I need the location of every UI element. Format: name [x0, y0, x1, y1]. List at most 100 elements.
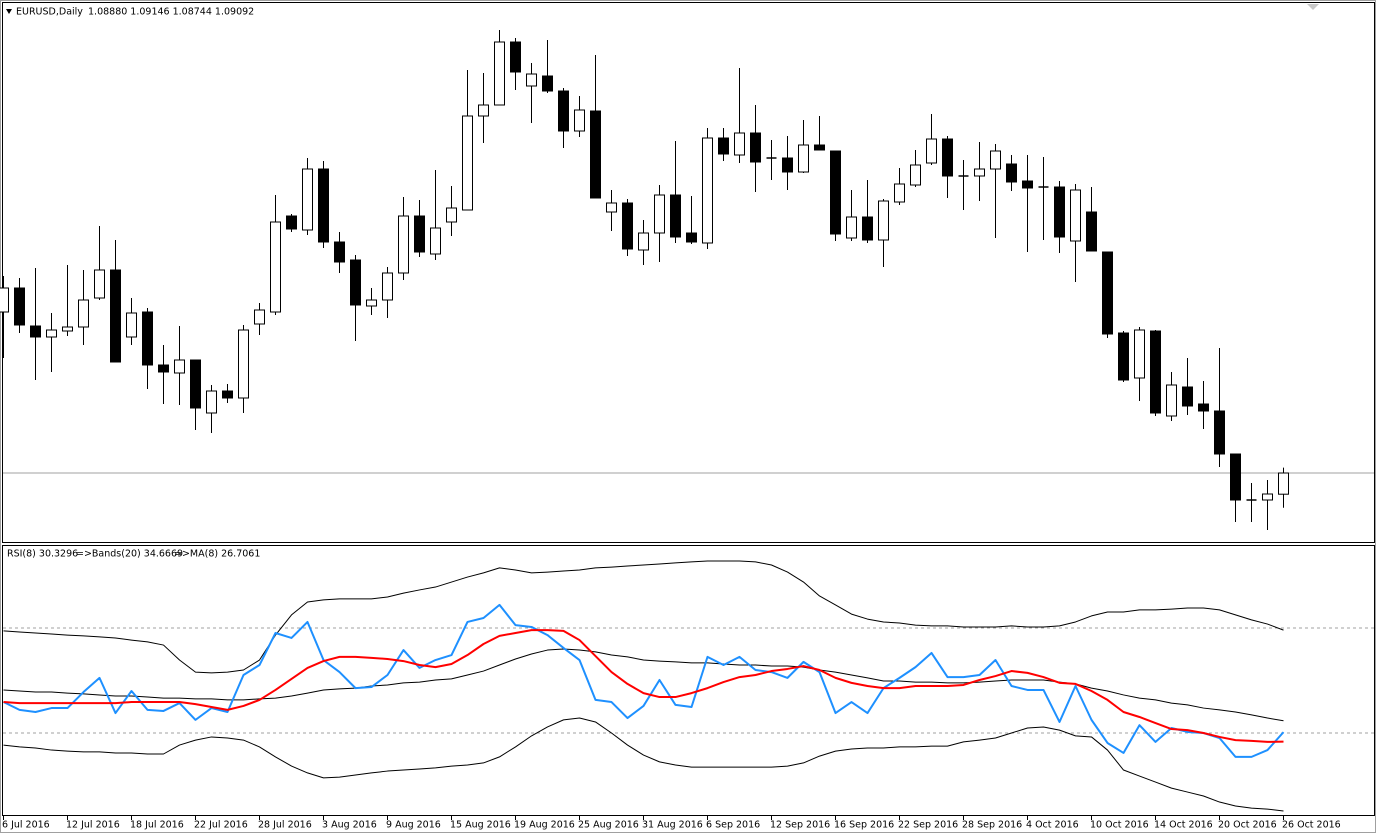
candle-body: [526, 73, 537, 87]
indicator-line: [3, 629, 1284, 743]
x-tick-label: 6 Jul 2016: [2, 820, 50, 831]
candle-body: [574, 109, 585, 132]
candle-body: [1054, 186, 1065, 238]
candle-body: [382, 272, 393, 301]
candle-body: [190, 359, 201, 409]
candle-body: [942, 138, 953, 177]
candle-body: [446, 207, 457, 223]
candle-body: [1182, 386, 1193, 407]
x-tick-label: 9 Aug 2016: [386, 820, 441, 831]
candle-body: [414, 215, 425, 253]
candle-body: [846, 216, 857, 239]
candle-body: [46, 329, 57, 338]
indicator-line: [3, 717, 1284, 812]
x-tick-label: 6 Sep 2016: [706, 820, 760, 831]
candle-body: [1198, 403, 1209, 412]
x-tick-label: 28 Sep 2016: [962, 820, 1022, 831]
shift-marker: [1307, 4, 1319, 10]
candle-body: [894, 183, 905, 203]
menu-arrow: [6, 9, 12, 14]
candle-body: [1230, 453, 1241, 501]
x-tick-label: 15 Aug 2016: [450, 820, 511, 831]
x-tick-label: 3 Aug 2016: [322, 820, 377, 831]
main-panel: [2, 2, 1375, 543]
candle-body: [462, 115, 473, 211]
candle-body: [542, 75, 553, 92]
candle-body: [0, 287, 9, 313]
candle-body: [30, 325, 41, 338]
candle-body: [702, 137, 713, 244]
candle-body: [318, 168, 329, 243]
x-tick-label: 28 Jul 2016: [258, 820, 312, 831]
x-tick-label: 20 Oct 2016: [1218, 820, 1277, 831]
x-tick-label: 14 Oct 2016: [1154, 820, 1213, 831]
candle-body: [1022, 180, 1033, 189]
candle-body: [910, 164, 921, 186]
indicator-panel: [2, 545, 1375, 816]
symbol-title: EURUSD,Daily: [16, 7, 83, 18]
candle-body: [686, 232, 697, 243]
candle-body: [1134, 329, 1145, 379]
candle-body: [974, 168, 985, 177]
candle-body: [622, 202, 633, 250]
candle-body: [1166, 384, 1177, 417]
x-tick-label: 22 Jul 2016: [194, 820, 248, 831]
candle-body: [1118, 332, 1129, 381]
candle-body: [78, 299, 89, 328]
x-tick-label: 18 Jul 2016: [130, 820, 184, 831]
x-tick-label: 31 Aug 2016: [642, 820, 703, 831]
indicator-label: RSI(8) 30.3296: [7, 549, 78, 560]
candle-body: [510, 41, 521, 73]
candle-body: [558, 90, 569, 132]
candle-body: [158, 364, 169, 373]
x-tick-label: 16 Sep 2016: [834, 820, 894, 831]
candle-body: [750, 132, 761, 163]
candle-body: [254, 309, 265, 325]
candle-body: [14, 287, 25, 326]
x-tick-label: 12 Jul 2016: [66, 820, 120, 831]
candle-body: [430, 227, 441, 255]
candle-body: [174, 359, 185, 374]
candle-body: [478, 104, 489, 117]
candle-body: [270, 221, 281, 313]
candle-body: [590, 110, 601, 199]
indicator-label: =>Bands(20) 34.6669: [76, 549, 183, 560]
candle-body: [1102, 251, 1113, 335]
candle-body: [1150, 330, 1161, 414]
candle-body: [350, 259, 361, 306]
candle-body: [366, 299, 377, 307]
candle-body: [606, 202, 617, 213]
candle-body: [718, 137, 729, 155]
candle-body: [1262, 493, 1273, 501]
candle-body: [302, 168, 313, 231]
candle-body: [1278, 472, 1289, 495]
candle-body: [206, 390, 217, 414]
candle-body: [398, 215, 409, 274]
candle-body: [782, 157, 793, 173]
candle-body: [1006, 163, 1017, 183]
x-tick-label: 4 Oct 2016: [1026, 820, 1079, 831]
indicator-line: [3, 603, 1285, 758]
candle-body: [1070, 189, 1081, 242]
candle-body: [734, 132, 745, 156]
indicator-label: =>MA(8) 26.7061: [174, 549, 260, 560]
candle-body: [654, 194, 665, 234]
candle-body: [62, 326, 73, 332]
candle-body: [926, 138, 937, 164]
candle-body: [222, 390, 233, 399]
x-tick-label: 19 Aug 2016: [514, 820, 575, 831]
x-tick-label: 25 Aug 2016: [578, 820, 639, 831]
candle-body: [638, 232, 649, 251]
candle-body: [798, 144, 809, 173]
candle-body: [334, 241, 345, 263]
candle-body: [862, 216, 873, 241]
candle-body: [94, 269, 105, 299]
candle-body: [1086, 211, 1097, 252]
candle-body: [286, 215, 297, 230]
candle-body: [110, 269, 121, 363]
x-tick-label: 12 Sep 2016: [770, 820, 830, 831]
candle-body: [878, 200, 889, 241]
candle-body: [1214, 410, 1225, 455]
candle-body: [238, 329, 249, 399]
